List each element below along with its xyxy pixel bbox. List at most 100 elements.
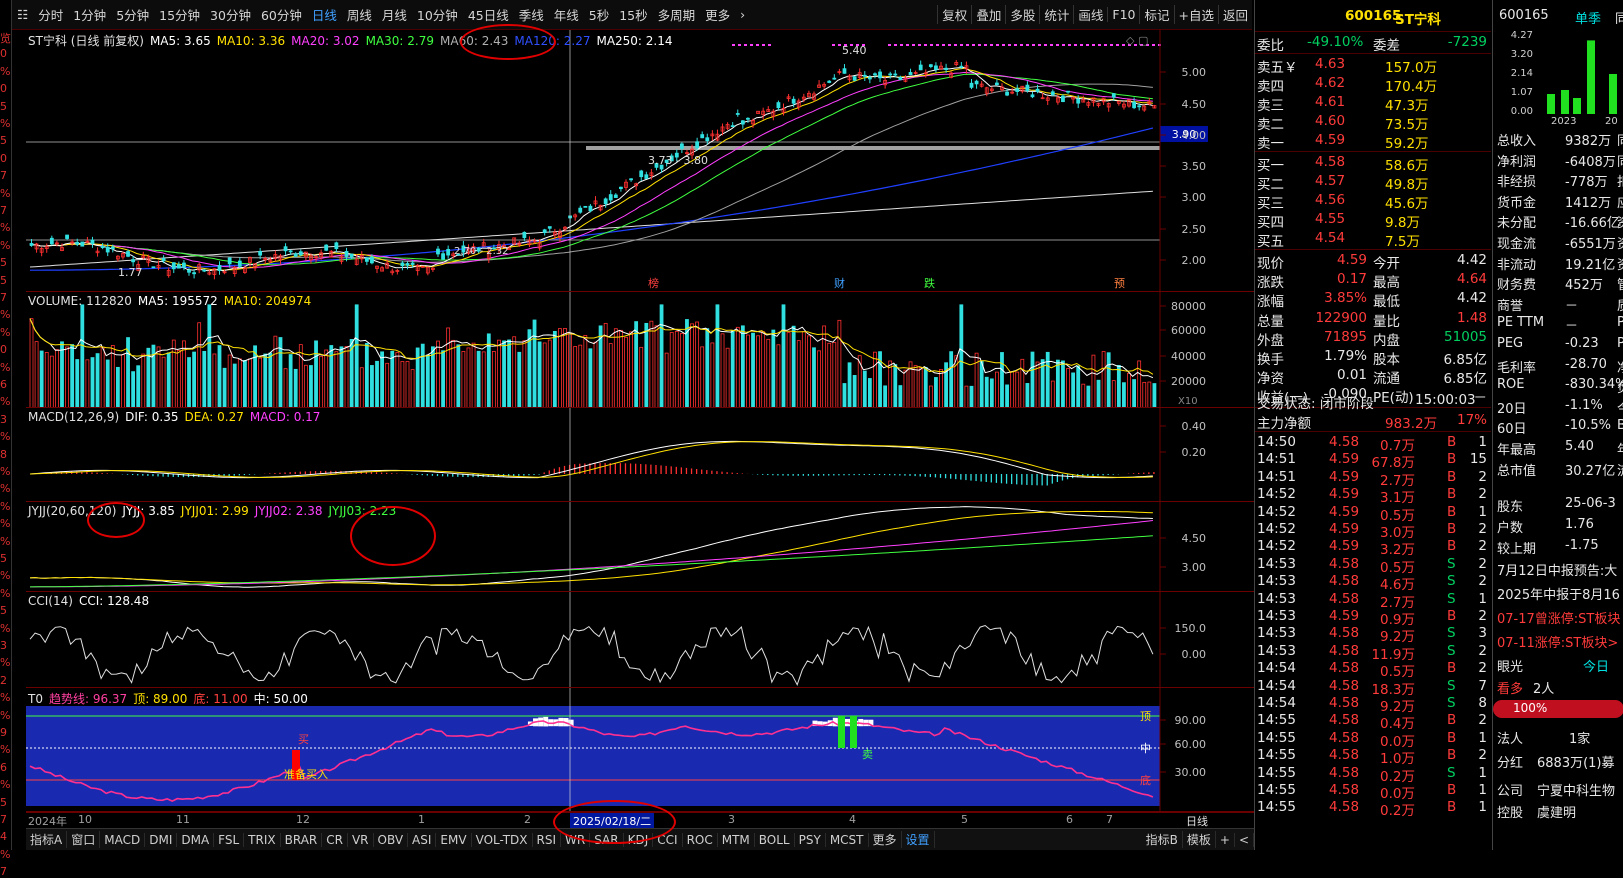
t0-panel[interactable]: 买准备买入 卖 顶中底 90.00 60.00 30.00 T0 趋势线: 96.37 顶: … [26, 688, 1254, 812]
volume-panel[interactable]: 80000 60000 40000 20000 X10 VOLUME: 112820 MA… [26, 292, 1254, 408]
grid-icon[interactable]: ☷ [17, 7, 29, 22]
period-tab[interactable]: 分时 [38, 8, 64, 23]
period-tab[interactable]: 15分钟 [159, 8, 201, 23]
left-strip-label: % [0, 569, 11, 583]
jyjj-panel[interactable]: 4.50 3.00 JYJJ(20,60,120) JYJJ: 3.85 JYJJ01… [26, 502, 1254, 592]
signal-dot [1134, 44, 1137, 46]
period-tab[interactable]: 日线 [311, 8, 337, 23]
volume-bar [700, 346, 705, 407]
jyjj-svg[interactable]: 4.50 3.00 [26, 502, 1254, 592]
info-row: 7月12日中报预告:大 [1497, 560, 1623, 580]
macd-panel[interactable]: 0.40 0.20 MACD(12,26,9) DIF: 0.35 DEA: 0.27… [26, 408, 1254, 502]
indicator-tab[interactable]: RSI [533, 832, 562, 847]
date-label: 12 [296, 813, 310, 826]
period-tab[interactable]: 多周期 [657, 8, 696, 23]
indicator-tab[interactable]: BRAR [281, 832, 323, 847]
indicator-tab[interactable]: OBV [374, 832, 409, 847]
tab-control[interactable]: < [1235, 832, 1254, 847]
volume-svg[interactable]: 80000 60000 40000 20000 X10 [26, 292, 1254, 408]
toolbar-action-button[interactable]: 标记 [1139, 5, 1173, 24]
candle [700, 131, 705, 139]
toolbar-action-button[interactable]: +自选 [1173, 5, 1218, 24]
signal-dot [936, 44, 939, 46]
volume-bar [807, 335, 811, 407]
indicator-tab[interactable]: EMV [436, 832, 472, 847]
toolbar-action-button[interactable]: 多股 [1005, 5, 1039, 24]
indicator-tab[interactable]: MACD [100, 832, 146, 847]
indicator-tab[interactable]: CCI [653, 832, 683, 847]
period-tab[interactable]: 60分钟 [260, 8, 302, 23]
event-marker[interactable]: 跌 [924, 276, 935, 290]
period-tab[interactable]: 5分钟 [116, 8, 150, 23]
candle [491, 244, 496, 250]
toolbar-action-button[interactable]: 复权 [937, 5, 971, 24]
indicator-tab[interactable]: 设置 [902, 831, 935, 848]
period-tab[interactable]: 周线 [346, 8, 372, 23]
period-tab[interactable]: 1分钟 [73, 8, 107, 23]
candle [669, 153, 674, 162]
range-label-2: 2.70 - 2.32 [454, 246, 509, 257]
volume-bar [923, 367, 928, 407]
indicator-tab[interactable]: 更多 [869, 831, 902, 848]
event-marker[interactable]: 预 [1114, 277, 1125, 290]
period-tab[interactable]: 年线 [553, 8, 579, 23]
volume-bar [1116, 364, 1121, 407]
indicator-tab[interactable]: DMA [177, 832, 215, 847]
indicator-tab[interactable]: CR [322, 832, 348, 847]
period-tab[interactable]: 45日线 [467, 8, 509, 23]
kline-panel[interactable]: 3.90 5.00 4.50 4.00 3.50 3.00 2.50 2.00 5.40 1.77… [26, 30, 1254, 292]
info-cell: 年最高 [1497, 443, 1537, 458]
indicator-tab[interactable]: FSL [214, 832, 245, 847]
macd-svg[interactable]: 0.40 0.20 [26, 408, 1254, 502]
indicator-tab[interactable]: VOL-TDX [472, 832, 533, 847]
indicator-tab[interactable]: MTM [718, 832, 755, 847]
indicator-tab[interactable]: PSY [795, 832, 826, 847]
chevron-right-icon[interactable]: › [740, 7, 746, 22]
event-marker[interactable]: 财 [834, 276, 845, 290]
candle [1122, 101, 1126, 110]
period-tab[interactable]: 5秒 [588, 8, 610, 23]
tab-control[interactable]: + [1216, 832, 1235, 847]
candle [44, 243, 49, 253]
toolbar-action-button[interactable]: 叠加 [971, 5, 1005, 24]
kline-svg[interactable]: 3.90 5.00 4.50 4.00 3.50 3.00 2.50 2.00 5.40 1.77… [26, 30, 1254, 292]
left-strip-label: 3 [0, 412, 7, 426]
candle [410, 260, 415, 268]
quote-cell: 8 [1478, 695, 1487, 711]
indicator-tab[interactable]: VR [348, 832, 374, 847]
indicator-tab[interactable]: DMI [145, 832, 178, 847]
info-cell: 30.27亿 [1565, 463, 1616, 479]
indicator-tab[interactable]: ROC [683, 832, 718, 847]
left-strip-label: 7 [0, 204, 7, 217]
quote-cell: 0.4万 [1380, 716, 1415, 733]
tab-control[interactable]: 指标B [1142, 831, 1183, 848]
period-tab[interactable]: 月线 [381, 8, 407, 23]
candle [547, 226, 552, 233]
period-label[interactable]: 日线 [1186, 815, 1208, 828]
quote-row: 14:55 4.58 1.0万 B 2 [1255, 747, 1491, 767]
quote-cell: 45.6万 [1385, 196, 1429, 212]
indicator-tab[interactable]: 窗口 [67, 831, 101, 848]
period-tab[interactable]: 15秒 [619, 8, 648, 23]
toolbar-action-button[interactable]: F10 [1107, 7, 1139, 22]
event-marker[interactable]: 榜 [648, 276, 659, 290]
settings-icon[interactable]: ◇ ▢ [1126, 34, 1148, 47]
indicator-tab[interactable]: 指标A [26, 831, 68, 848]
tab-control[interactable]: 模板 [1183, 831, 1216, 848]
toolbar-action-button[interactable]: 统计 [1039, 5, 1073, 24]
volume-bar [583, 334, 588, 407]
period-tab[interactable]: 更多 [705, 8, 731, 23]
toolbar-action-button[interactable]: 画线 [1073, 5, 1107, 24]
indicator-tab[interactable]: BOLL [755, 832, 795, 847]
cci-panel[interactable]: 150.0 0.00 CCI(14) CCI: 128.48 [26, 592, 1254, 688]
candle [75, 238, 80, 247]
period-tab[interactable]: 季线 [518, 8, 544, 23]
indicator-tab[interactable]: TRIX [244, 832, 281, 847]
period-tab[interactable]: 10分钟 [416, 8, 458, 23]
toolbar-action-button[interactable]: 返回 [1217, 5, 1252, 24]
indicator-tab[interactable]: ASI [408, 832, 437, 847]
indicator-tab[interactable]: MCST [826, 832, 869, 847]
period-tab[interactable]: 30分钟 [210, 8, 251, 23]
cci-svg[interactable]: 150.0 0.00 [26, 592, 1254, 688]
